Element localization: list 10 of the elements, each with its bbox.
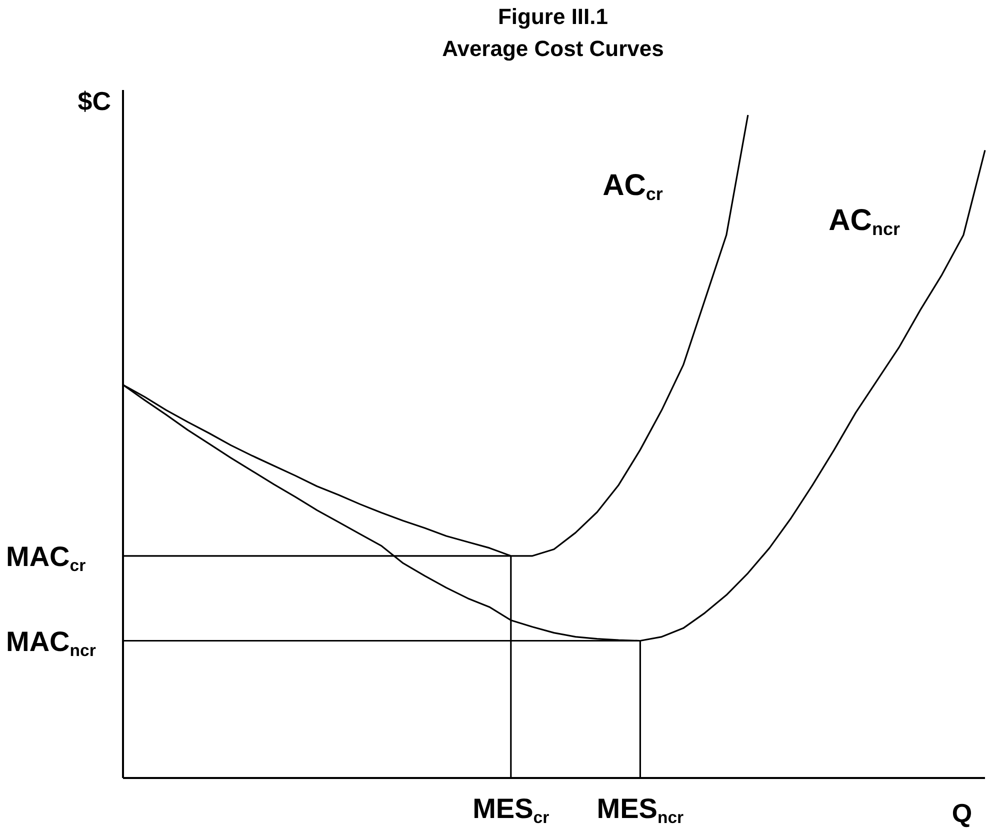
chart-subtitle: Average Cost Curves xyxy=(442,36,664,61)
ref-line-label: MAC$_{ncr}$ xyxy=(6,626,96,660)
x-axis-title: Q xyxy=(952,798,972,828)
x-tick-label: MES$_{cr}$ xyxy=(472,793,550,828)
y-axis-title: $C xyxy=(78,86,112,116)
text: AC$_{cr}$ xyxy=(602,169,663,204)
x-tick-label: MES$_{ncr}$ xyxy=(596,793,684,828)
chart-title: Figure III.1 xyxy=(498,4,608,29)
ref-line-label: MAC$_{cr}$ xyxy=(6,540,86,575)
series-label: AC$_{ncr}$ xyxy=(828,204,900,240)
